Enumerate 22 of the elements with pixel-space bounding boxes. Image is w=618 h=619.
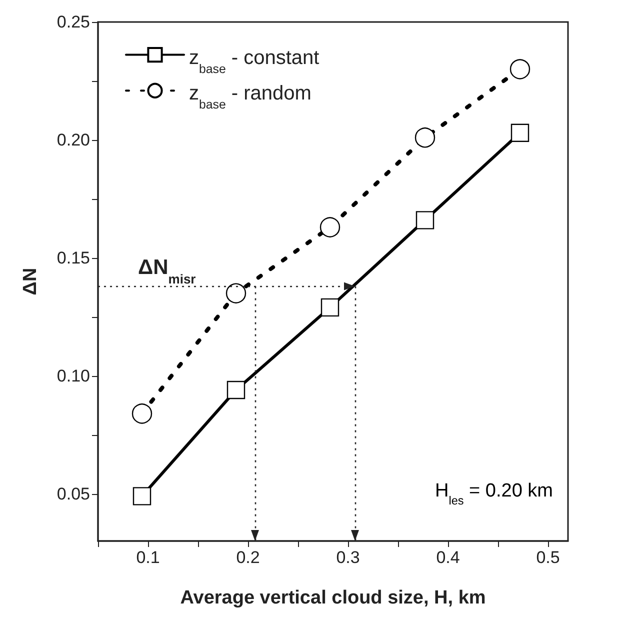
point [226, 380, 246, 400]
y-tick-label: 0.05 [56, 484, 90, 504]
point [132, 404, 152, 424]
point [226, 283, 246, 304]
point [510, 59, 530, 80]
point [320, 298, 340, 317]
x-axis-title: Average vertical cloud size, H, km [180, 588, 486, 609]
point [414, 128, 436, 148]
point [132, 487, 152, 506]
y-tick-label: 0.15 [56, 248, 90, 268]
y-tick-label: 0.10 [56, 366, 90, 386]
y-tick-label: 0.25 [56, 12, 90, 32]
point [320, 217, 340, 238]
x-tick-label: 0.3 [336, 548, 360, 567]
x-tick-label: 0.4 [436, 548, 460, 567]
point [510, 124, 530, 142]
x-tick-label: 0.2 [236, 548, 260, 567]
y-tick-label: 0.20 [56, 130, 90, 150]
x-tick-label: 0.5 [536, 548, 560, 567]
x-tick-label: 0.1 [136, 548, 160, 567]
point [416, 211, 434, 230]
y-axis-title: ΔN [20, 268, 41, 296]
